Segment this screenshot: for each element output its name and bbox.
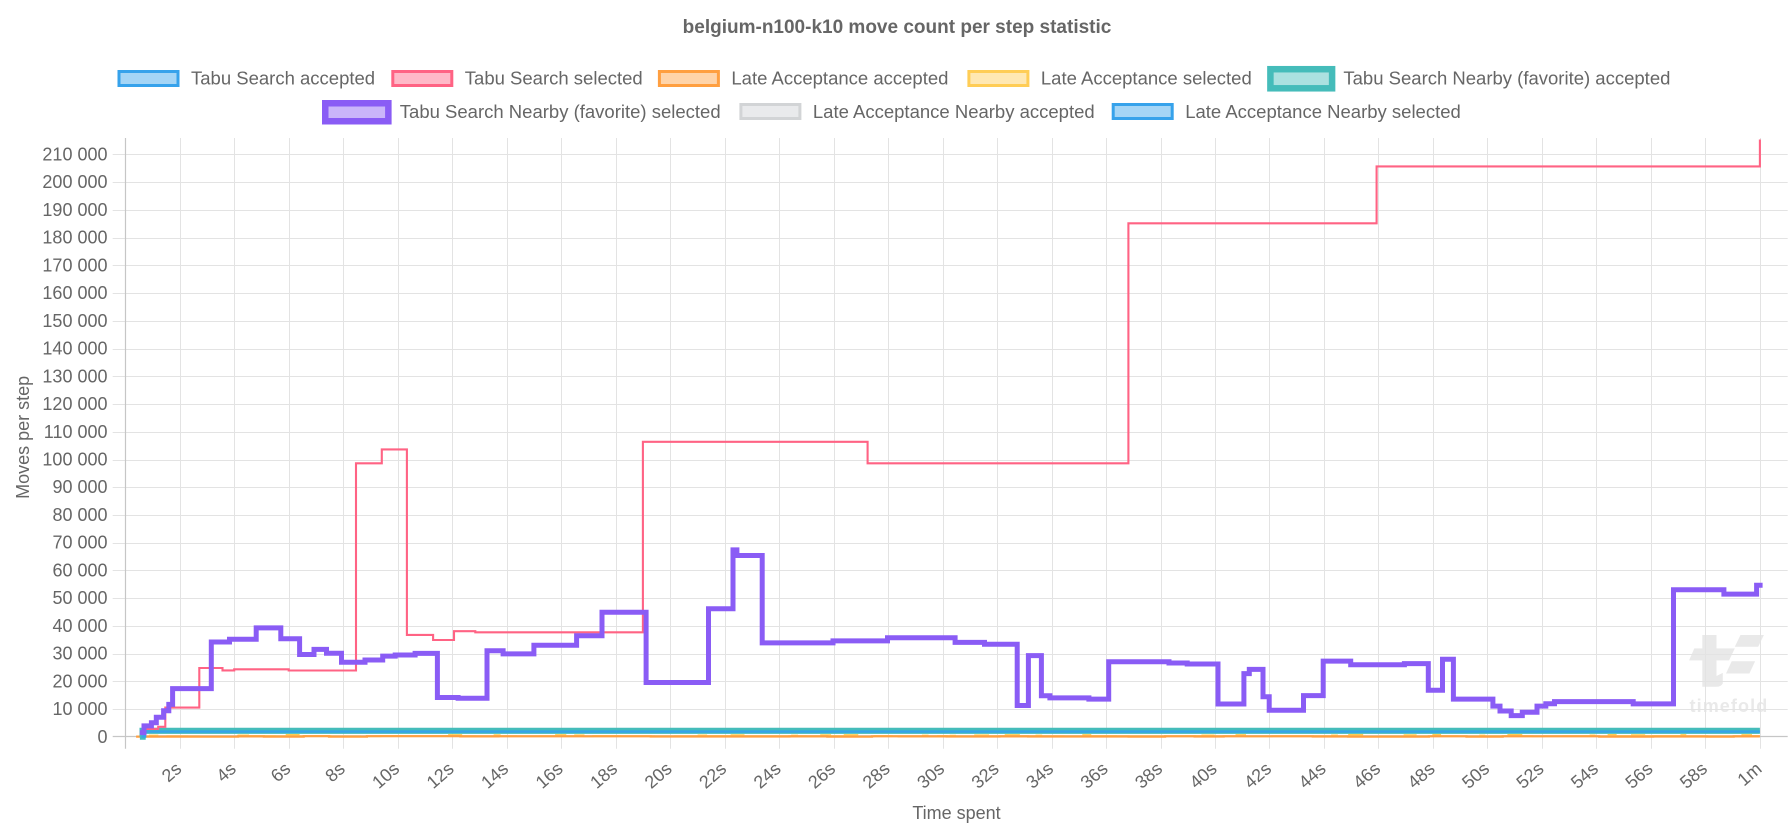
svg-text:140 000: 140 000	[42, 339, 107, 359]
svg-text:130 000: 130 000	[42, 366, 107, 386]
svg-text:70 000: 70 000	[52, 533, 107, 553]
svg-text:10 000: 10 000	[52, 699, 107, 719]
svg-text:60 000: 60 000	[52, 560, 107, 580]
svg-text:100 000: 100 000	[42, 450, 107, 470]
svg-text:90 000: 90 000	[52, 477, 107, 497]
svg-text:Tabu Search accepted: Tabu Search accepted	[191, 67, 375, 88]
svg-text:Late Acceptance Nearby accepte: Late Acceptance Nearby accepted	[813, 101, 1095, 122]
svg-text:120 000: 120 000	[42, 394, 107, 414]
svg-text:Tabu Search Nearby (favorite): Tabu Search Nearby (favorite) accepted	[1343, 67, 1670, 88]
svg-text:timefold: timefold	[1690, 696, 1769, 716]
svg-text:20 000: 20 000	[52, 671, 107, 691]
svg-text:200 000: 200 000	[42, 172, 107, 192]
svg-text:Tabu Search selected: Tabu Search selected	[465, 67, 643, 88]
svg-text:Late Acceptance Nearby selecte: Late Acceptance Nearby selected	[1185, 101, 1461, 122]
svg-text:80 000: 80 000	[52, 505, 107, 525]
svg-text:180 000: 180 000	[42, 228, 107, 248]
svg-text:210 000: 210 000	[42, 145, 107, 165]
svg-text:150 000: 150 000	[42, 311, 107, 331]
svg-text:Tabu Search Nearby (favorite): Tabu Search Nearby (favorite) selected	[400, 101, 721, 122]
svg-text:Late Acceptance selected: Late Acceptance selected	[1041, 67, 1252, 88]
svg-text:30 000: 30 000	[52, 644, 107, 664]
svg-text:Time spent: Time spent	[912, 803, 1000, 823]
svg-text:190 000: 190 000	[42, 200, 107, 220]
svg-text:Moves per step: Moves per step	[13, 376, 33, 499]
svg-text:Late Acceptance accepted: Late Acceptance accepted	[731, 67, 948, 88]
svg-text:0: 0	[97, 727, 107, 747]
svg-text:170 000: 170 000	[42, 255, 107, 275]
svg-text:110 000: 110 000	[44, 422, 108, 442]
svg-text:belgium-n100-k10 move count pe: belgium-n100-k10 move count per step sta…	[683, 17, 1112, 38]
svg-text:40 000: 40 000	[52, 616, 107, 636]
svg-text:160 000: 160 000	[42, 283, 107, 303]
svg-text:50 000: 50 000	[52, 588, 107, 608]
